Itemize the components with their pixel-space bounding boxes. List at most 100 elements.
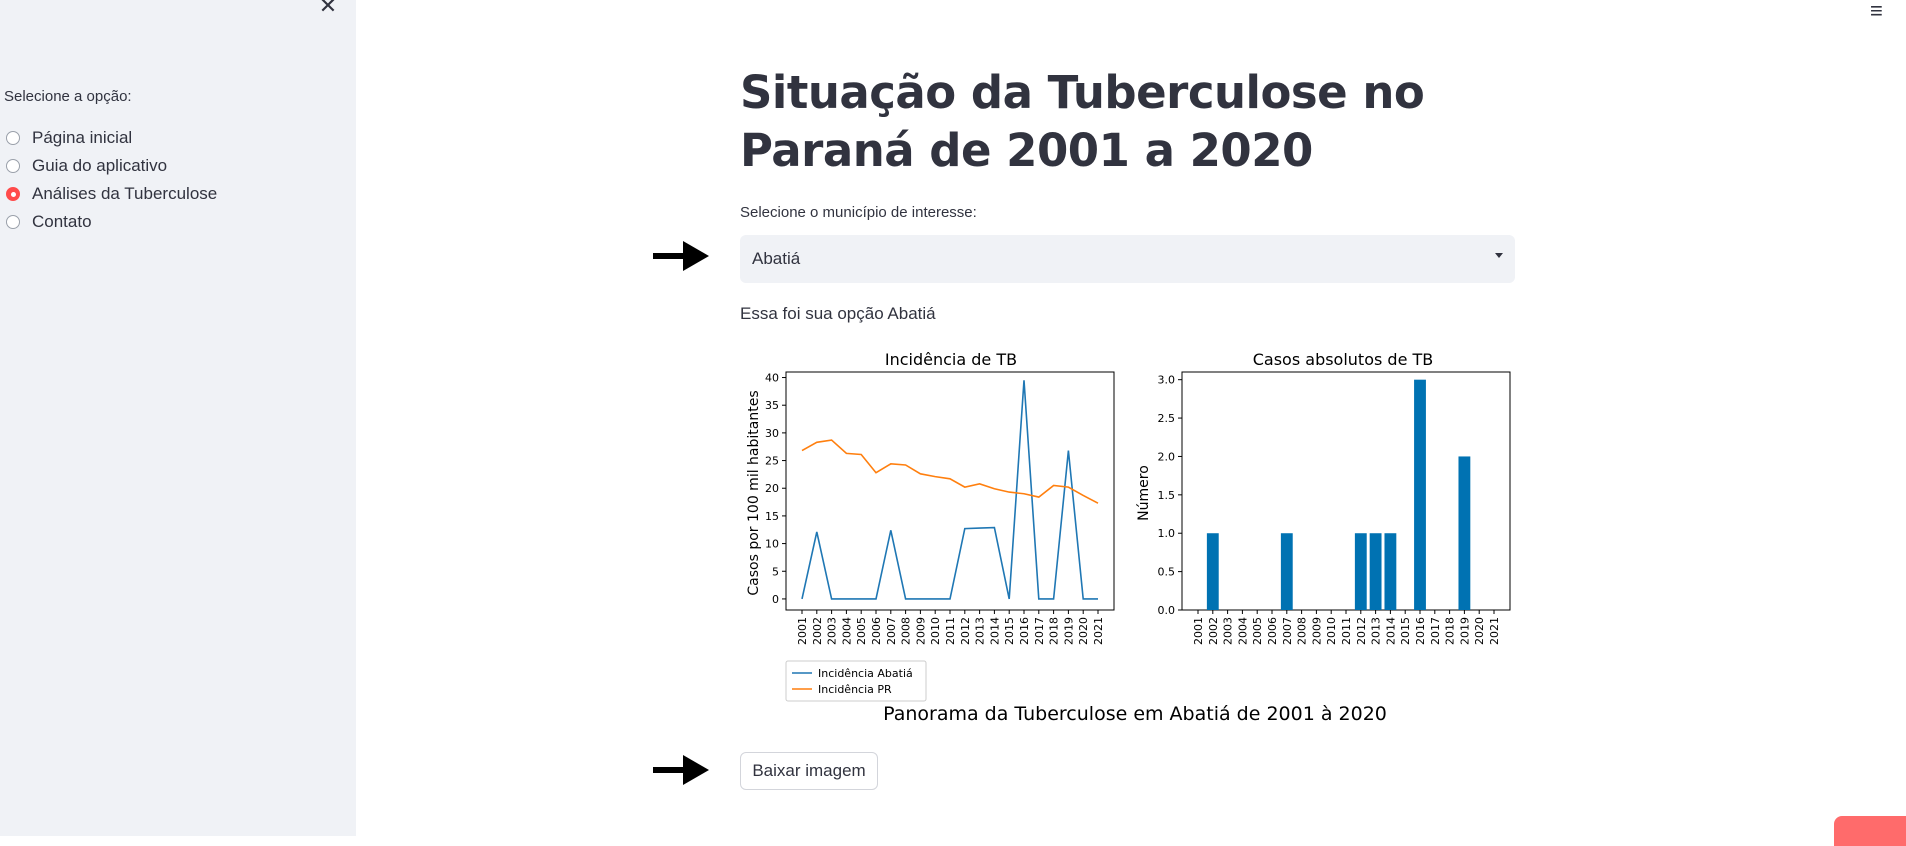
x-tick-label: 2001 <box>796 617 809 645</box>
radio-option-contato[interactable]: Contato <box>6 208 217 236</box>
x-tick-label: 2011 <box>1340 617 1353 645</box>
bar-2013 <box>1369 533 1382 610</box>
x-tick-label: 2009 <box>1310 617 1323 645</box>
radio-option-label: Guia do aplicativo <box>32 156 168 175</box>
x-tick-label: 2003 <box>826 617 839 645</box>
x-tick-label: 2021 <box>1092 617 1105 645</box>
x-tick-label: 2008 <box>900 617 913 645</box>
bar-2007 <box>1280 533 1293 610</box>
arrow-right-icon <box>653 755 709 785</box>
page-title: Situação da Tuberculose no Paraná de 200… <box>740 66 1425 177</box>
x-tick-label: 2004 <box>1236 617 1249 645</box>
municipio-select[interactable]: Abatiá <box>740 235 1515 283</box>
x-tick-label: 2005 <box>855 617 868 645</box>
y-tick-label: 3.0 <box>1158 374 1176 387</box>
series-line-pr <box>801 439 1099 504</box>
close-icon[interactable]: ✕ <box>318 0 338 18</box>
y-tick-label: 2.5 <box>1158 412 1176 425</box>
hamburger-menu-icon[interactable]: ≡ <box>1870 0 1883 23</box>
x-tick-label: 2012 <box>1355 617 1368 645</box>
x-tick-label: 2021 <box>1488 617 1501 645</box>
bar-2019 <box>1458 456 1471 610</box>
y-tick-label: 0 <box>772 593 779 606</box>
x-tick-label: 2013 <box>974 617 987 645</box>
figure-caption: Panorama da Tuberculose em Abatiá de 200… <box>883 703 1387 725</box>
y-tick-label: 30 <box>765 427 779 440</box>
y-tick-label: 35 <box>765 399 779 412</box>
x-tick-label: 2010 <box>929 617 942 645</box>
chevron-down-icon[interactable] <box>1495 253 1503 258</box>
sidebar: ✕ Selecione a opção: Página inicial Guia… <box>0 0 356 836</box>
x-tick-label: 2016 <box>1414 617 1427 645</box>
y-tick-label: 1.5 <box>1158 489 1176 502</box>
legend-label: Incidência PR <box>818 683 892 696</box>
y-axis-label: Número <box>1136 465 1152 521</box>
y-tick-label: 25 <box>765 455 779 468</box>
y-tick-label: 5 <box>772 565 779 578</box>
bar-2016 <box>1414 379 1426 610</box>
radio-option-label: Análises da Tuberculose <box>32 184 218 203</box>
y-tick-label: 0.5 <box>1158 566 1176 579</box>
x-tick-label: 2019 <box>1062 617 1075 645</box>
y-tick-label: 20 <box>765 482 779 495</box>
download-image-button[interactable]: Baixar imagem <box>740 752 878 790</box>
x-tick-label: 2007 <box>885 617 898 645</box>
sidebar-radio-group: Página inicial Guia do aplicativo Anális… <box>6 124 217 236</box>
radio-option-guia[interactable]: Guia do aplicativo <box>6 152 217 180</box>
radio-button-icon[interactable] <box>6 131 20 145</box>
radio-button-icon[interactable] <box>6 215 20 229</box>
x-tick-label: 2007 <box>1281 617 1294 645</box>
x-tick-label: 2009 <box>914 617 927 645</box>
chart-title: Casos absolutos de TB <box>1253 350 1434 369</box>
x-tick-label: 2020 <box>1077 617 1090 645</box>
x-tick-label: 2015 <box>1399 617 1412 645</box>
x-tick-label: 2002 <box>811 617 824 645</box>
legend-box <box>785 660 927 702</box>
x-tick-label: 2013 <box>1370 617 1383 645</box>
deploy-button[interactable] <box>1834 816 1906 846</box>
chart-title: Incidência de TB <box>885 350 1017 369</box>
chosen-option-text: Essa foi sua opção Abatiá <box>740 304 936 323</box>
x-tick-label: 2002 <box>1207 617 1220 645</box>
x-tick-label: 2014 <box>988 617 1001 645</box>
y-tick-label: 40 <box>765 372 779 385</box>
x-tick-label: 2017 <box>1429 617 1442 645</box>
sidebar-radio-label: Selecione a opção: <box>4 88 132 105</box>
x-tick-label: 2006 <box>870 617 883 645</box>
x-tick-label: 2018 <box>1444 617 1457 645</box>
radio-button-checked-icon[interactable] <box>6 187 20 201</box>
bar-2012 <box>1354 533 1367 610</box>
radio-button-icon[interactable] <box>6 159 20 173</box>
x-tick-label: 2001 <box>1192 617 1205 645</box>
bar-2002 <box>1206 533 1219 610</box>
x-tick-label: 2003 <box>1222 617 1235 645</box>
x-tick-label: 2016 <box>1018 617 1031 645</box>
bar-2014 <box>1384 533 1397 610</box>
x-tick-label: 2017 <box>1033 617 1046 645</box>
x-tick-label: 2015 <box>1003 617 1016 645</box>
series-line-abatia <box>801 380 1098 600</box>
radio-option-label: Contato <box>32 212 92 231</box>
x-tick-label: 2014 <box>1384 617 1397 645</box>
x-tick-label: 2008 <box>1296 617 1309 645</box>
municipio-select-label: Selecione o município de interesse: <box>740 204 977 221</box>
radio-option-pagina-inicial[interactable]: Página inicial <box>6 124 217 152</box>
x-tick-label: 2004 <box>840 617 853 645</box>
y-tick-label: 0.0 <box>1158 604 1176 617</box>
radio-option-analises[interactable]: Análises da Tuberculose <box>6 180 217 208</box>
x-tick-label: 2005 <box>1251 617 1264 645</box>
legend-label: Incidência Abatiá <box>818 667 913 680</box>
y-tick-label: 10 <box>765 538 779 551</box>
x-tick-label: 2012 <box>959 617 972 645</box>
arrow-right-icon <box>653 241 709 271</box>
x-tick-label: 2018 <box>1048 617 1061 645</box>
x-tick-label: 2010 <box>1325 617 1338 645</box>
y-tick-label: 15 <box>765 510 779 523</box>
radio-option-label: Página inicial <box>32 128 133 147</box>
y-axis-label: Casos por 100 mil habitantes <box>746 390 762 595</box>
x-tick-label: 2019 <box>1458 617 1471 645</box>
x-tick-label: 2006 <box>1266 617 1279 645</box>
chart-legend: Incidência Abatiá Incidência PR <box>785 660 927 702</box>
municipio-select-value: Abatiá <box>752 249 801 268</box>
